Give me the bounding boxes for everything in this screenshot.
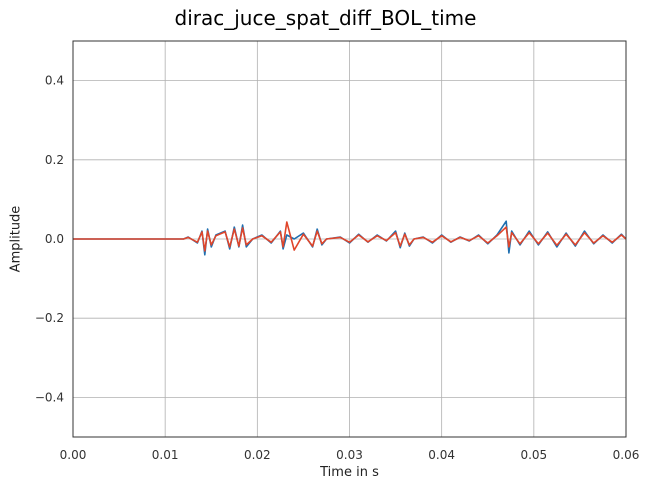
y-tick-label: 0.2 (45, 153, 64, 167)
x-tick-label: 0.01 (152, 448, 179, 462)
y-tick-label: −0.2 (35, 311, 64, 325)
series-line-2 (73, 221, 627, 252)
x-axis-label: Time in s (320, 465, 379, 480)
y-axis-label: Amplitude (8, 205, 24, 273)
series-lines (73, 220, 627, 256)
axes-frame (72, 40, 627, 438)
tick-labels: 0.00 0.01 0.02 0.03 0.04 0.05 0.06 −0.4 −0.2 0.0 0… (35, 74, 640, 462)
x-tick-label: 0.06 (613, 448, 640, 462)
y-tick-label: −0.4 (35, 390, 64, 404)
x-tick-label: 0.00 (60, 448, 87, 462)
x-tick-label: 0.03 (336, 448, 363, 462)
y-tick-label: 0.0 (45, 232, 64, 246)
chart-title: dirac_juce_spat_diff_BOL_time (174, 6, 477, 30)
y-tick-label: 0.4 (45, 74, 64, 88)
x-tick-label: 0.02 (244, 448, 271, 462)
x-tick-label: 0.05 (520, 448, 547, 462)
x-tick-label: 0.04 (428, 448, 455, 462)
